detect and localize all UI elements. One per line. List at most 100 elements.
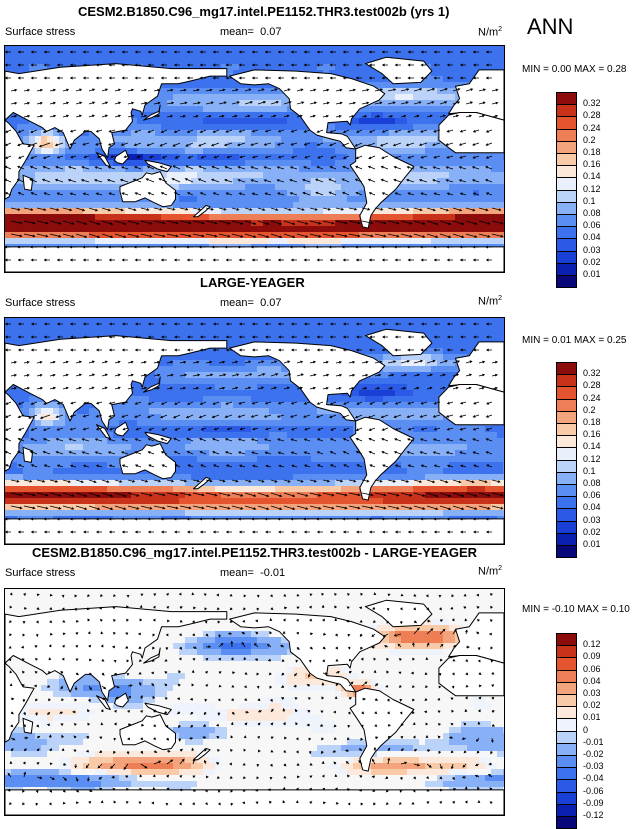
field-cell xyxy=(377,324,384,331)
field-cell xyxy=(281,196,288,203)
field-cell xyxy=(71,160,78,167)
field-cell xyxy=(485,226,492,233)
colorbar-tick-label: 0.24 xyxy=(583,123,601,133)
field-cell xyxy=(461,208,468,215)
field-cell xyxy=(95,58,102,65)
field-cell xyxy=(167,238,174,245)
field-cell xyxy=(383,142,390,149)
field-cell xyxy=(413,118,420,125)
field-cell xyxy=(251,384,258,391)
field-cell xyxy=(143,324,150,331)
field-cell xyxy=(245,130,252,137)
field-cell xyxy=(401,238,408,245)
field-cell xyxy=(443,196,450,203)
field-cell xyxy=(443,342,450,349)
field-cell xyxy=(209,124,216,131)
field-cell xyxy=(293,46,300,53)
field-cell xyxy=(323,64,330,71)
field-cell xyxy=(209,136,216,143)
field-cell xyxy=(437,354,444,361)
field-cell xyxy=(467,178,474,185)
field-cell xyxy=(179,46,186,53)
field-cell xyxy=(413,324,420,331)
field-cell xyxy=(221,52,228,59)
field-cell xyxy=(215,172,222,179)
field-cell xyxy=(23,196,30,203)
field-cell xyxy=(485,184,492,191)
field-cell xyxy=(263,372,270,379)
field-cell xyxy=(167,360,174,367)
field-cell xyxy=(101,324,108,331)
field-cell xyxy=(215,208,222,215)
field-cell xyxy=(437,196,444,203)
field-cell xyxy=(419,390,426,397)
field-cell xyxy=(305,214,312,221)
field-cell xyxy=(329,226,336,233)
field-cell xyxy=(305,238,312,245)
field-cell xyxy=(251,172,258,179)
field-cell xyxy=(479,46,486,53)
field-cell xyxy=(59,148,66,155)
field-cell xyxy=(17,226,24,233)
field-cell xyxy=(401,52,408,59)
field-cell xyxy=(341,202,348,209)
field-cell xyxy=(269,184,276,191)
field-cell xyxy=(215,318,222,325)
continent-outline xyxy=(5,247,504,272)
field-cell xyxy=(95,330,102,337)
field-cell xyxy=(77,214,84,221)
field-cell xyxy=(437,214,444,221)
field-cell xyxy=(233,136,240,143)
field-cell xyxy=(383,202,390,209)
field-cell xyxy=(419,354,426,361)
field-cell xyxy=(119,238,126,245)
field-cell xyxy=(293,196,300,203)
field-cell xyxy=(383,384,390,391)
field-cell xyxy=(65,214,72,221)
field-cell xyxy=(401,324,408,331)
field-cell xyxy=(317,172,324,179)
field-cell xyxy=(485,160,492,167)
field-cell xyxy=(275,172,282,179)
field-cell xyxy=(227,148,234,155)
field-cell xyxy=(119,318,126,325)
field-cell xyxy=(221,178,228,185)
field-cell xyxy=(245,366,252,373)
field-cell xyxy=(143,124,150,131)
field-cell xyxy=(353,130,360,137)
field-cell xyxy=(191,378,198,385)
field-cell xyxy=(449,172,456,179)
field-cell xyxy=(437,82,444,89)
field-cell xyxy=(185,184,192,191)
season-label: ANN xyxy=(527,14,573,40)
field-cell xyxy=(419,226,426,233)
field-cell xyxy=(197,112,204,119)
field-cell xyxy=(23,136,30,143)
field-cell xyxy=(227,196,234,203)
field-cell xyxy=(83,172,90,179)
field-cell xyxy=(41,214,48,221)
field-cell xyxy=(431,354,438,361)
field-cell xyxy=(425,154,432,161)
field-cell xyxy=(239,378,246,385)
field-cell xyxy=(431,106,438,113)
panel-2-minmax: MIN = 0.01 MAX = 0.25 xyxy=(522,335,627,346)
field-cell xyxy=(221,160,228,167)
field-cell xyxy=(503,190,504,197)
field-cell xyxy=(53,184,60,191)
field-cell xyxy=(467,172,474,179)
field-cell xyxy=(305,172,312,179)
field-cell xyxy=(371,390,378,397)
field-cell xyxy=(35,184,42,191)
field-cell xyxy=(89,324,96,331)
colorbar-swatch xyxy=(556,116,577,129)
field-cell xyxy=(407,94,414,101)
field-cell xyxy=(89,142,96,149)
field-cell xyxy=(221,324,228,331)
field-cell xyxy=(83,214,90,221)
field-cell xyxy=(281,226,288,233)
field-cell xyxy=(503,220,504,227)
field-cell xyxy=(473,196,480,203)
field-cell xyxy=(155,220,162,227)
field-cell xyxy=(425,94,432,101)
